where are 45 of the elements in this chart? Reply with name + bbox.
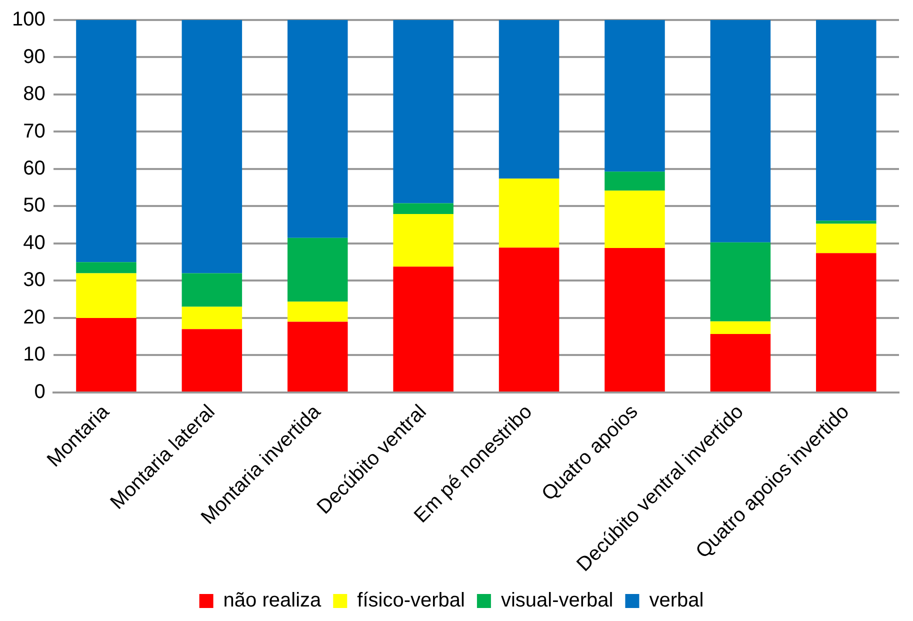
y-tick-label: 0 [34,380,46,403]
legend-label: visual-verbal [500,590,614,612]
bar [498,178,560,248]
y-tick-label: 80 [23,83,46,106]
bar [604,172,665,191]
legend-label: verbal [649,590,704,612]
y-tick-label: 10 [23,344,46,366]
bar [76,273,136,318]
y-tick-label: 90 [23,46,46,68]
bar [710,242,771,322]
bar [816,224,876,254]
bar [76,20,136,262]
bar [393,214,454,267]
bar [182,20,242,274]
bar [710,321,771,334]
legend-label: físico-verbal [357,590,465,612]
y-tick-label: 100 [12,8,46,31]
bar [710,20,771,242]
y-tick-label: 70 [23,120,46,142]
bar [288,322,348,392]
y-tick-label: 60 [23,157,46,180]
bar [393,203,454,214]
bar [182,273,242,307]
bar [498,248,560,392]
bar [288,302,348,322]
y-tick-label: 50 [23,194,46,217]
bar [604,190,665,248]
bar [393,20,454,204]
bar [604,248,665,392]
bar [604,20,665,172]
legend-label: não realiza [223,590,322,612]
bar [76,262,136,274]
bar [76,318,136,392]
bar [288,238,348,302]
y-tick-label: 40 [23,232,46,254]
bar [288,20,348,238]
bar [182,329,242,392]
bar [816,20,876,221]
bar [710,334,771,392]
y-tick-label: 20 [23,306,46,328]
bar [182,306,242,330]
bar [393,266,454,392]
bar [498,20,560,179]
bar [816,253,876,392]
y-tick-label: 30 [23,269,46,292]
